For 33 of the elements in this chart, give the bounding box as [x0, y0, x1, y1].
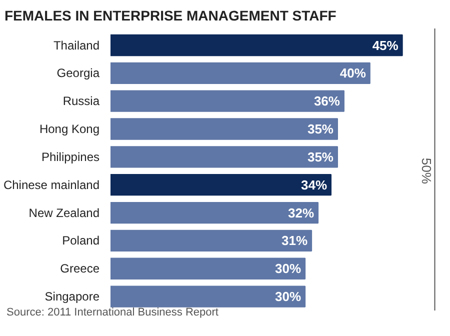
annotation: Source: 2011 International Business Report: [6, 306, 218, 318]
data-label: 32%: [288, 205, 314, 220]
data-label: 35%: [307, 149, 334, 164]
y-tick-label: Philippines: [41, 150, 100, 164]
chart-title: FEMALES IN ENTERPRISE MANAGEMENT STAFF: [4, 8, 337, 24]
data-label: 35%: [307, 122, 334, 137]
y-tick-label: Chinese mainland: [3, 178, 100, 192]
bar: [110, 202, 319, 224]
bar: [110, 174, 332, 196]
y-tick-label: Georgia: [56, 66, 100, 80]
y-tick-label: Greece: [60, 262, 100, 276]
y-tick-label: New Zealand: [28, 206, 100, 220]
data-label: 40%: [340, 66, 366, 81]
data-label: 30%: [275, 261, 302, 276]
y-tick-label: Hong Kong: [39, 122, 100, 136]
bar: [110, 62, 370, 84]
bar: [110, 286, 306, 308]
data-label: 30%: [275, 289, 302, 304]
y-tick-label: Singapore: [44, 290, 100, 304]
data-label: 34%: [300, 177, 328, 192]
y-tick-label: Thailand: [53, 38, 100, 52]
bar: [110, 90, 344, 112]
bar: [110, 146, 338, 168]
data-label: 31%: [282, 233, 308, 248]
bar: [110, 258, 306, 280]
bar: [110, 34, 403, 56]
data-label: 45%: [372, 38, 399, 53]
bar: [110, 118, 338, 140]
y-tick-label: Russia: [62, 94, 100, 108]
bar: [110, 230, 312, 252]
ref-line-label: 50%: [418, 158, 434, 184]
y-tick-label: Poland: [62, 234, 100, 248]
data-label: 36%: [314, 94, 340, 109]
